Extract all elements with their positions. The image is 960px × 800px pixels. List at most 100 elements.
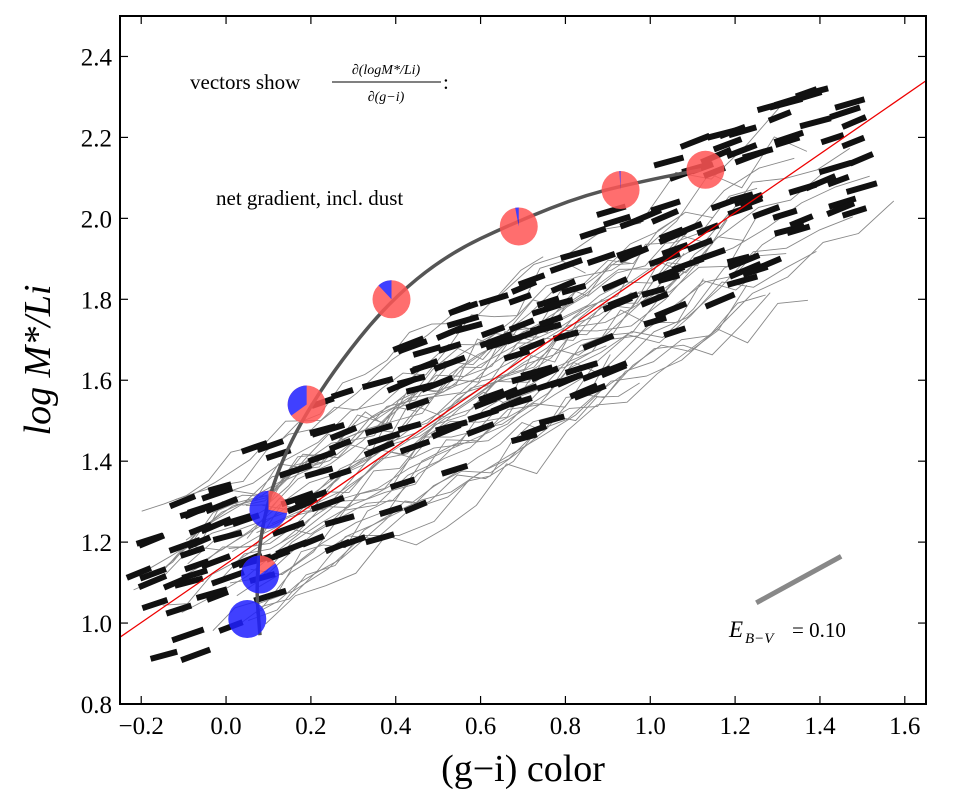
gradient-vector [829, 104, 861, 120]
gradient-vector [834, 96, 866, 111]
gradient-vector [412, 344, 442, 358]
model-track [256, 175, 870, 534]
gradient-vector [826, 173, 850, 188]
gradient-vector [752, 204, 781, 220]
gradient-vector [433, 354, 466, 372]
gradient-vector [772, 207, 798, 221]
y-tick-label: 0.8 [81, 692, 112, 719]
x-tick-label: 0.0 [210, 713, 241, 740]
gradient-vector [253, 587, 287, 604]
gradient-vector [538, 413, 566, 427]
gradient-vector [538, 314, 564, 328]
gradient-vector [643, 314, 668, 328]
gradient-vector [304, 465, 334, 479]
gradient-vector [773, 222, 806, 237]
gradient-vector [137, 532, 166, 549]
gradient-vector [389, 476, 416, 491]
gradient-vector [686, 237, 714, 253]
gradient-vector [679, 132, 711, 150]
axis-ticks: −0.2 0.0 0.2 0.4 0.6 0.8 1.0 1.2 1.4 1.6 0.8 1.0 1.2… [81, 16, 926, 740]
gradient-vector [207, 481, 232, 494]
gradient-vector [451, 300, 479, 315]
gradient-vector [739, 195, 764, 210]
gradient-vector [446, 313, 480, 329]
x-tick-label: 1.4 [804, 713, 836, 740]
pie-marker [372, 280, 411, 319]
gradient-vector [478, 292, 509, 307]
gradient-vector [280, 490, 315, 508]
gradient-vector [162, 575, 188, 591]
model-track [265, 148, 851, 514]
gradient-vector [403, 499, 428, 515]
gradient-vector [271, 519, 306, 537]
gradient-vector [328, 438, 352, 452]
gradient-vector [210, 569, 245, 587]
pie-slice-blue [378, 280, 392, 300]
gradient-vector [396, 373, 426, 387]
gradient-vector [222, 513, 252, 527]
gradient-vector [324, 513, 355, 528]
y-tick-label: 1.8 [81, 287, 112, 314]
gradient-vector [841, 134, 866, 150]
x-tick-label: 0.8 [550, 713, 581, 740]
gradient-vector [726, 142, 758, 160]
pie-marker [601, 171, 640, 210]
gradient-vector [278, 462, 313, 479]
gradient-vector [329, 425, 358, 441]
gradient-vector [420, 374, 454, 393]
pie-marker [249, 490, 288, 529]
gradient-vector [309, 423, 337, 437]
pie-slice-blue [240, 555, 279, 594]
gradient-vector [200, 553, 232, 570]
gradient-vector [405, 397, 430, 411]
x-tick-label: 1.6 [889, 713, 920, 740]
gradient-vector [773, 129, 805, 146]
plot-frame [119, 15, 927, 705]
dust-label-e: E [728, 617, 743, 642]
pie-marker [686, 150, 725, 189]
gradient-vector [648, 250, 681, 268]
model-track [214, 211, 714, 508]
gradient-vector [616, 244, 644, 259]
gradient-vector [205, 589, 230, 603]
gradient-vector [586, 251, 616, 266]
model-track [247, 292, 771, 622]
gradient-vector [186, 501, 214, 516]
model-track [250, 251, 817, 576]
gradient-vector [650, 208, 680, 225]
x-axis-label: (g−i) color [441, 748, 605, 790]
gradient-vector [518, 338, 546, 354]
gradient-vector [828, 195, 857, 210]
gradient-vector [364, 531, 395, 546]
y-tick-label: 2.4 [81, 44, 113, 71]
y-tick-label: 2.0 [81, 206, 112, 233]
gradient-vector [788, 181, 818, 196]
gradient-vector [774, 134, 801, 148]
model-track [179, 287, 563, 550]
pie-marker [287, 385, 326, 424]
model-track [232, 213, 684, 495]
gradient-vector [841, 114, 868, 130]
gradient-vector [431, 422, 462, 440]
gradient-vector [363, 439, 395, 458]
gradient-vector [165, 602, 193, 617]
model-track [271, 236, 745, 525]
gradient-vector [212, 529, 243, 543]
gradient-vector [341, 534, 367, 549]
gradient-vector [729, 191, 754, 204]
x-tick-label: 1.0 [635, 713, 666, 740]
x-tick-label: −0.2 [119, 713, 164, 740]
pie-slice-blue [619, 171, 621, 191]
gradient-vector [479, 331, 513, 349]
gradient-vector [517, 272, 546, 288]
pie-slice-blue [249, 490, 288, 529]
y-tick-label: 1.2 [81, 530, 112, 557]
vectors-show-label: vectors show [190, 70, 301, 94]
gradient-vector [503, 348, 531, 362]
gradient-vector [195, 586, 228, 601]
gradient-vector [727, 203, 753, 218]
gradient-vector [663, 325, 687, 339]
gradient-vector [712, 136, 743, 153]
gradient-vector [718, 123, 747, 140]
gradient-vector [310, 494, 345, 513]
